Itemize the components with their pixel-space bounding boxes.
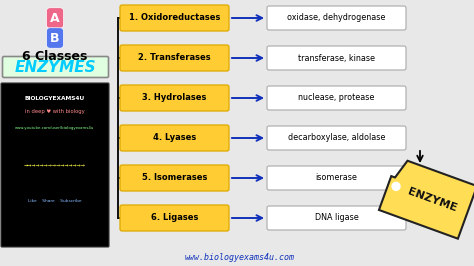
Text: in deep ♥ with biology: in deep ♥ with biology [25,109,85,114]
Text: 6. Ligases: 6. Ligases [151,214,198,222]
Text: www.biologyexams4u.com: www.biologyexams4u.com [185,253,295,263]
Text: 3. Hydrolases: 3. Hydrolases [142,94,207,102]
FancyBboxPatch shape [120,5,229,31]
Text: 5. Isomerases: 5. Isomerases [142,173,207,182]
FancyBboxPatch shape [120,165,229,191]
FancyBboxPatch shape [267,126,406,150]
Polygon shape [379,161,474,239]
Text: oxidase, dehydrogenase: oxidase, dehydrogenase [287,14,386,23]
Text: www.youtube.com/user/biologyexams4u: www.youtube.com/user/biologyexams4u [15,126,95,130]
Text: 6 Classes: 6 Classes [22,49,88,63]
FancyBboxPatch shape [267,206,406,230]
Text: 4. Lyases: 4. Lyases [153,134,196,143]
Text: decarboxylase, aldolase: decarboxylase, aldolase [288,134,385,143]
Text: B: B [50,31,60,44]
Text: DNA ligase: DNA ligase [315,214,358,222]
Text: →→→→→→→→→→→→→→→: →→→→→→→→→→→→→→→ [24,164,86,168]
Text: ENZYMES: ENZYMES [14,60,96,74]
FancyBboxPatch shape [267,166,406,190]
FancyBboxPatch shape [267,86,406,110]
FancyBboxPatch shape [1,83,109,247]
Text: nuclease, protease: nuclease, protease [298,94,374,102]
Text: A: A [50,11,60,24]
Text: transferase, kinase: transferase, kinase [298,53,375,63]
Text: ENZYME: ENZYME [406,186,458,214]
Circle shape [392,182,400,190]
FancyBboxPatch shape [267,46,406,70]
FancyBboxPatch shape [120,125,229,151]
FancyBboxPatch shape [120,85,229,111]
FancyBboxPatch shape [267,6,406,30]
Text: 2. Transferases: 2. Transferases [138,53,211,63]
Text: isomerase: isomerase [316,173,357,182]
Text: 1. Oxidoreductases: 1. Oxidoreductases [129,14,220,23]
FancyBboxPatch shape [2,56,109,77]
FancyBboxPatch shape [120,205,229,231]
Text: Like    Share    Subscribe: Like Share Subscribe [28,199,82,203]
FancyBboxPatch shape [120,45,229,71]
Text: BIOLOGYEXAMS4U: BIOLOGYEXAMS4U [25,97,85,102]
